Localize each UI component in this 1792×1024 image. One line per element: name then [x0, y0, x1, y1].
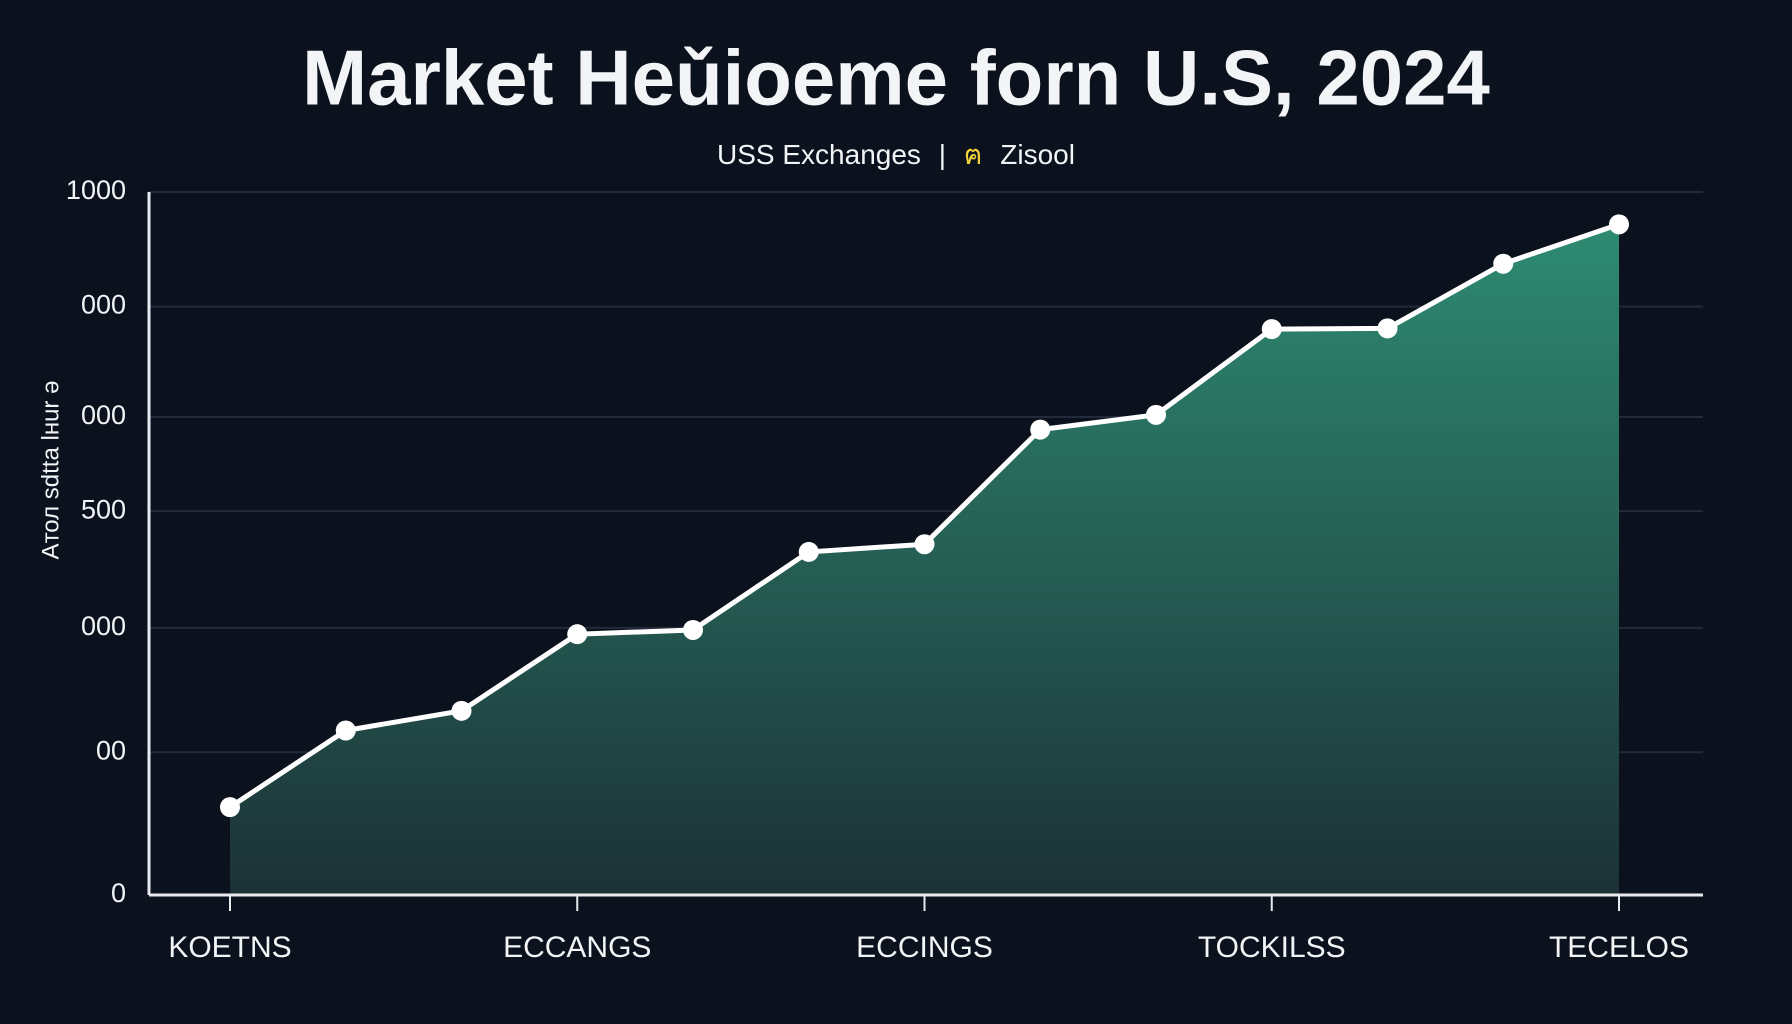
point: [914, 534, 935, 555]
subtitle-part: |: [939, 139, 946, 170]
y-tick-label: 000: [81, 400, 126, 430]
point: [798, 541, 819, 562]
y-tick-label: 500: [81, 494, 126, 524]
point: [335, 720, 356, 741]
point: [1030, 419, 1051, 440]
point: [1609, 214, 1629, 235]
x-tick-label: TOCKILSS: [1198, 931, 1346, 964]
point: [220, 797, 240, 818]
x-tick-label: TECELOS: [1549, 931, 1689, 964]
area: [230, 224, 1619, 895]
y-tick-label: 00: [96, 735, 126, 765]
x-tick-label: ECCANGS: [503, 931, 651, 964]
y-tick-label: 000: [81, 611, 126, 641]
point: [451, 700, 472, 721]
y-tick-label: 000: [81, 290, 126, 320]
point: [1377, 318, 1398, 339]
subtitle-part: USS Exchanges: [717, 139, 921, 170]
y-tick-label: 0: [111, 878, 126, 908]
chart-subtitle: USS Exchanges | ฅ Zisool: [717, 139, 1075, 170]
y-axis-label: Aтол ѕdtta lнur ə: [37, 381, 64, 560]
chart-title: Market Heǔioeme forn U.S, 2024: [302, 34, 1490, 122]
x-tick-label: KOETNS: [168, 931, 291, 964]
point: [567, 624, 588, 645]
subtitle-icon: ฅ: [964, 139, 983, 170]
point: [1261, 319, 1282, 340]
point: [1146, 404, 1166, 425]
point: [1493, 253, 1514, 274]
x-tick-label: ECCINGS: [856, 931, 993, 964]
point: [683, 619, 703, 640]
y-tick-label: 1000: [66, 175, 126, 205]
subtitle-part: Zisool: [1000, 139, 1075, 170]
